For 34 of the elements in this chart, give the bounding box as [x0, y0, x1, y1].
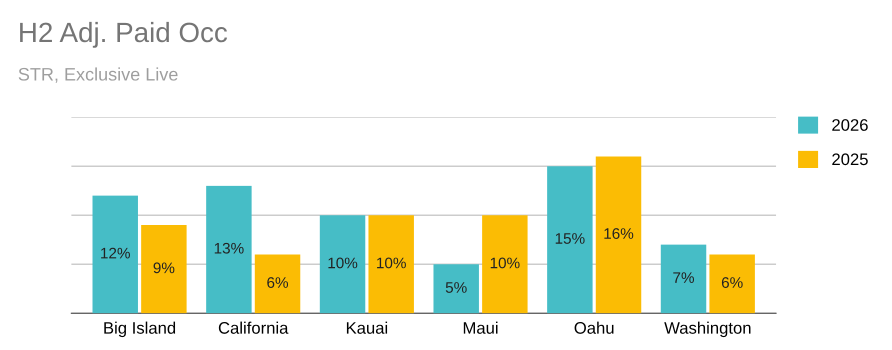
- bar: [141, 225, 187, 314]
- bar: [482, 215, 528, 314]
- bar: [596, 156, 642, 314]
- x-tick-label: California: [218, 322, 288, 334]
- data-label: 10%: [377, 258, 406, 268]
- data-label: 16%: [604, 228, 634, 239]
- bar: [206, 186, 252, 314]
- bar: [433, 264, 479, 314]
- legend-label: 2026: [832, 119, 868, 131]
- data-label: 6%: [722, 277, 743, 288]
- data-label: 13%: [214, 242, 244, 254]
- x-tick-label: Oahu: [574, 322, 614, 334]
- data-label: 7%: [673, 272, 694, 283]
- data-label: 12%: [101, 248, 130, 258]
- bar: [547, 166, 593, 314]
- bar: [320, 215, 366, 314]
- x-tick-label: Maui: [464, 322, 498, 334]
- legend-label: 2025: [832, 153, 868, 166]
- data-label: 15%: [556, 233, 585, 244]
- data-label: 10%: [490, 258, 520, 268]
- bar: [660, 244, 706, 314]
- x-tick-label: Washington: [664, 322, 750, 338]
- bar: [368, 215, 414, 314]
- chart-subtitle: STR, Exclusive Live: [18, 67, 178, 83]
- x-tick-label: Kauai: [346, 322, 388, 334]
- bar: [254, 254, 300, 314]
- data-label: 5%: [446, 282, 467, 293]
- data-label: 6%: [267, 277, 288, 288]
- data-label: 10%: [328, 258, 358, 268]
- bar: [92, 196, 138, 314]
- x-tick-label: Big Island: [104, 322, 176, 338]
- bar: [709, 254, 755, 314]
- chart-title: H2 Adj. Paid Occ: [20, 22, 228, 48]
- data-label: 9%: [154, 262, 174, 274]
